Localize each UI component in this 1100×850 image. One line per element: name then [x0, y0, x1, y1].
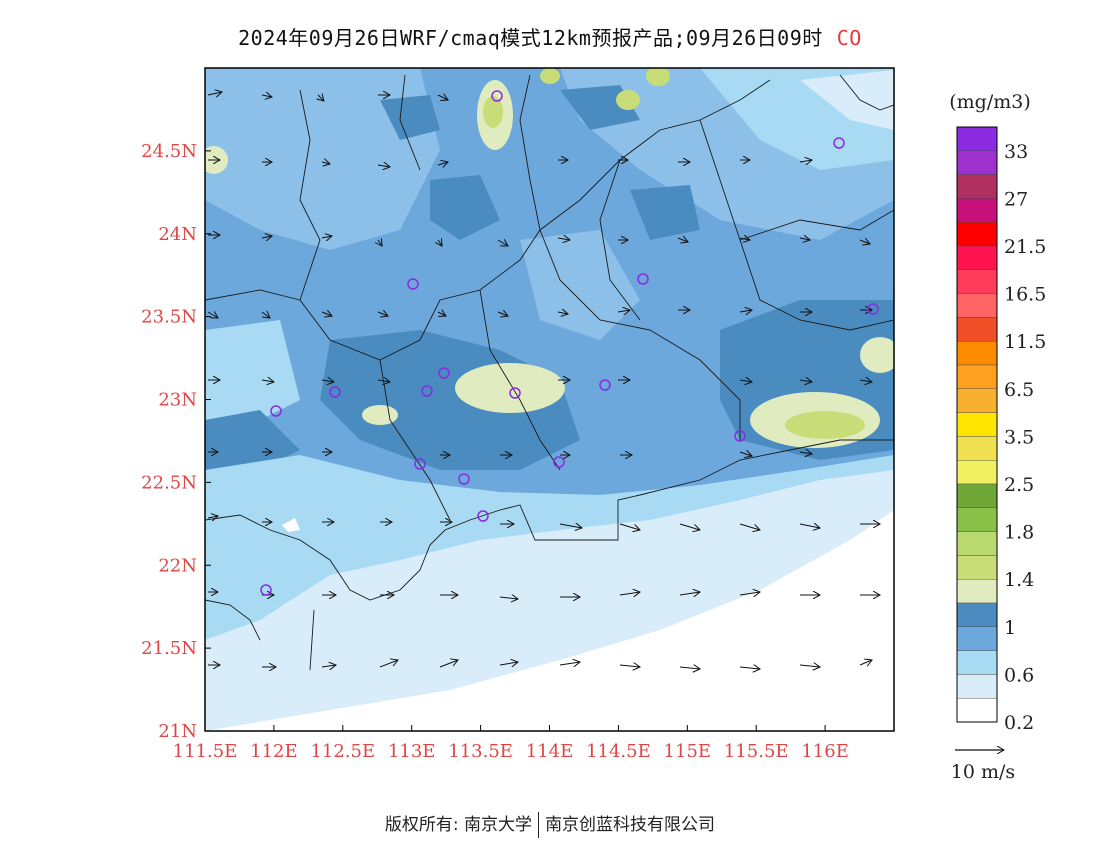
company-text: 南京创蓝科技有限公司 — [545, 815, 716, 835]
colorbar-label: 1 — [1004, 617, 1016, 639]
station-marker — [867, 303, 879, 315]
lon-tick-label: 112E — [250, 741, 298, 762]
longitude-axis: 111.5E 112E 112.5E 113E 113.5E 114E 114.5E 115E… — [173, 725, 849, 762]
colorbar-label: 27 — [1004, 188, 1028, 210]
colorbar-swatch — [956, 293, 998, 318]
latitude-axis: 24.5N 24N 23.5N 23N 22.5N 22N 21.5N 21N — [141, 141, 211, 742]
footer: 版权所有: 南京大学 南京创蓝科技有限公司 — [0, 810, 1100, 838]
colorbar-swatch — [956, 412, 998, 437]
colorbar-label: 0.6 — [1004, 664, 1034, 686]
colorbar-swatch — [956, 245, 998, 270]
colorbar-swatch — [956, 555, 998, 580]
lon-tick-label: 114.5E — [586, 741, 651, 762]
colorbar-swatch — [956, 221, 998, 247]
colorbar-swatch — [956, 388, 998, 413]
colorbar-swatch — [956, 650, 998, 675]
colorbar-swatch — [956, 507, 998, 532]
station-markers — [260, 90, 879, 596]
station-marker — [414, 458, 426, 470]
lat-tick-label: 24N — [158, 224, 197, 245]
colorbar-label: 16.5 — [1004, 284, 1046, 306]
colorbar-swatch — [956, 198, 998, 223]
colorbar-swatch — [956, 364, 998, 389]
lat-tick-label: 22.5N — [141, 472, 197, 493]
boundary-lines — [205, 74, 894, 671]
copyright-text: 版权所有: 南京大学 — [384, 815, 533, 835]
lon-tick-label: 111.5E — [173, 741, 238, 762]
lat-tick-label: 22N — [158, 555, 197, 576]
concentration-field — [205, 68, 894, 731]
station-marker — [553, 456, 565, 468]
colorbar-swatch — [956, 460, 998, 485]
colorbar-swatch — [956, 674, 998, 699]
lon-tick-label: 115E — [664, 741, 712, 762]
station-marker — [270, 405, 282, 417]
colorbar: 33 27 21.5 16.5 11.5 6.5 3.5 2.5 1.8 1.4 1 0.6 0.2 — [956, 126, 1046, 734]
colorbar-label: 1.8 — [1004, 522, 1034, 544]
station-marker — [458, 473, 470, 485]
station-marker — [407, 278, 419, 290]
station-marker — [509, 387, 521, 399]
colorbar-swatch — [956, 269, 998, 294]
station-marker — [599, 379, 611, 391]
station-marker — [477, 510, 489, 522]
station-marker — [734, 430, 746, 442]
station-marker — [438, 367, 450, 379]
station-marker — [329, 386, 341, 398]
colorbar-label: 3.5 — [1004, 426, 1034, 448]
lat-tick-label: 21N — [158, 721, 197, 742]
footer-separator — [538, 812, 540, 838]
title-text: 2024年09月26日WRF/cmaq模式12km预报产品;09月26日09时 — [238, 26, 823, 50]
colorbar-label: 11.5 — [1004, 331, 1046, 353]
lon-tick-label: 116E — [801, 741, 849, 762]
wind-scale: 10 m/s — [951, 750, 1015, 783]
lon-tick-label: 115.5E — [724, 741, 789, 762]
lon-tick-label: 113E — [388, 741, 436, 762]
lon-tick-label: 112.5E — [310, 741, 375, 762]
lon-tick-label: 114E — [526, 741, 574, 762]
colorbar-swatch — [956, 436, 998, 461]
colorbar-swatch — [956, 626, 998, 651]
colorbar-label: 21.5 — [1004, 236, 1046, 258]
colorbar-swatch — [956, 126, 998, 151]
colorbar-frame — [956, 126, 998, 723]
colorbar-label: 6.5 — [1004, 379, 1034, 401]
wind-scale-label: 10 m/s — [951, 761, 1015, 783]
colorbar-unit: (mg/m3) — [949, 91, 1031, 113]
station-marker — [421, 385, 433, 397]
lat-tick-label: 24.5N — [141, 141, 197, 162]
station-marker — [491, 90, 503, 102]
colorbar-swatch — [956, 150, 998, 175]
colorbar-swatch — [956, 174, 998, 199]
colorbar-label: 0.2 — [1004, 712, 1034, 734]
pollutant-label: CO — [836, 26, 862, 50]
colorbar-swatch — [956, 531, 998, 556]
station-marker — [637, 273, 649, 285]
colorbar-swatch — [956, 341, 998, 366]
wind-vectors — [207, 92, 880, 669]
lat-tick-label: 23.5N — [141, 307, 197, 328]
colorbar-swatch — [956, 602, 998, 627]
lon-tick-label: 113.5E — [448, 741, 513, 762]
colorbar-swatch — [956, 317, 998, 342]
colorbar-label: 2.5 — [1004, 474, 1034, 496]
colorbar-label: 1.4 — [1004, 569, 1034, 591]
colorbar-swatch — [956, 483, 998, 508]
lat-tick-label: 21.5N — [141, 638, 197, 659]
colorbar-swatch — [956, 698, 998, 723]
colorbar-label: 33 — [1004, 141, 1028, 163]
colorbar-swatch — [956, 579, 998, 604]
map-title: 2024年09月26日WRF/cmaq模式12km预报产品;09月26日09时 C… — [0, 22, 1100, 51]
station-marker — [833, 137, 845, 149]
station-marker — [260, 584, 272, 596]
lat-tick-label: 23N — [158, 390, 197, 411]
